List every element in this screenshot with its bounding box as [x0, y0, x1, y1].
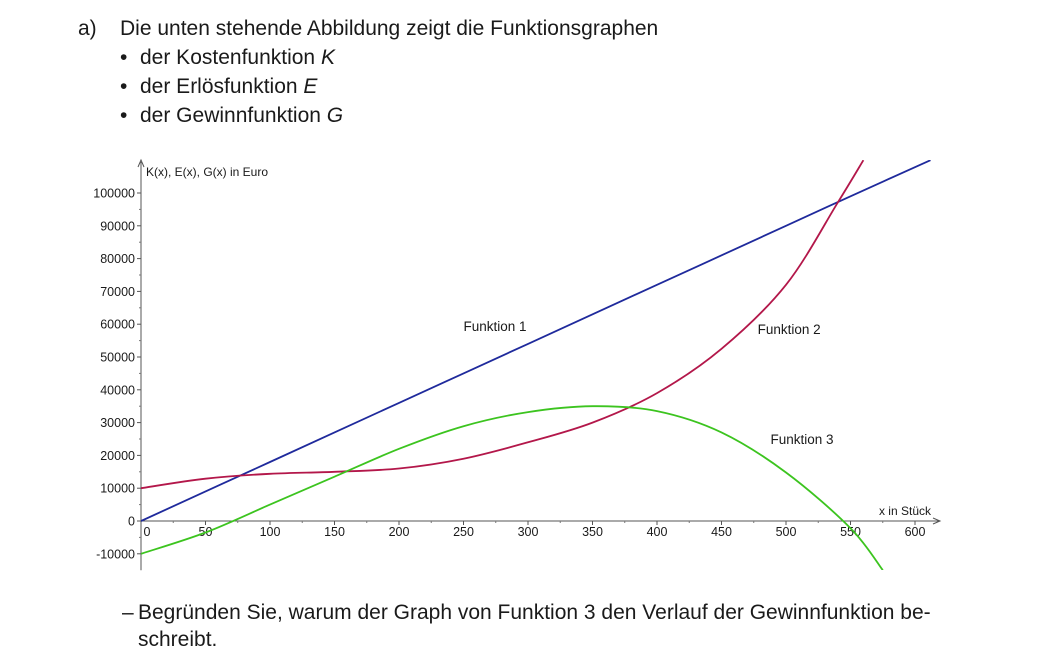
question-text: Begründen Sie, warum der Graph von Funkt… — [138, 601, 931, 651]
funktion-2-line — [141, 160, 865, 490]
x-tick-label: 350 — [582, 525, 603, 539]
x-tick-label: 400 — [647, 525, 668, 539]
bullet-icon: • — [120, 75, 128, 98]
y-tick-label: 80000 — [100, 252, 135, 266]
y-tick-label: 20000 — [100, 449, 135, 463]
bullet-symbol: K — [320, 46, 335, 69]
task-label: a) — [78, 17, 97, 40]
x-tick-label: 500 — [776, 525, 797, 539]
y-tick-label: 0 — [128, 515, 135, 529]
bullet-symbol: E — [303, 75, 318, 98]
question-dash: – — [122, 601, 134, 624]
y-tick-label: 10000 — [100, 482, 135, 496]
function-list: • der Kostenfunktion K • der Erlösfunktion… — [120, 43, 343, 130]
x-axis-label: x in Stück — [879, 504, 932, 518]
x-tick-label: 200 — [389, 525, 410, 539]
x-tick-label: 550 — [840, 525, 861, 539]
x-tick-label: 100 — [260, 525, 281, 539]
y-axis-arrow-icon — [137, 158, 145, 168]
list-item: • der Kostenfunktion K — [120, 43, 343, 72]
bullet-symbol: G — [326, 104, 344, 127]
funktion-1-label: Funktion 1 — [464, 319, 527, 334]
x-tick-label: 150 — [324, 525, 345, 539]
y-tick-label: 60000 — [100, 318, 135, 332]
bullet-text: der Gewinnfunktion — [140, 104, 327, 127]
x-tick-label: 250 — [453, 525, 474, 539]
x-tick-label: 0 — [144, 525, 151, 539]
x-axis-arrow-icon — [932, 517, 942, 525]
y-tick-label: 90000 — [100, 219, 135, 233]
y-tick-label: 40000 — [100, 383, 135, 397]
bullet-icon: • — [120, 46, 128, 69]
y-tick-label: 70000 — [100, 285, 135, 299]
funktion-2-label: Funktion 2 — [758, 322, 821, 337]
bullet-text: der Kostenfunktion — [140, 46, 321, 69]
x-tick-label: 600 — [905, 525, 926, 539]
funktion-1-line — [141, 160, 931, 522]
bullet-icon: • — [120, 104, 128, 127]
question: – Begründen Sie, warum der Graph von Fun… — [122, 599, 992, 653]
list-item: • der Erlösfunktion E — [120, 72, 343, 101]
list-item: • der Gewinnfunktion G — [120, 101, 343, 130]
x-tick-label: 450 — [711, 525, 732, 539]
y-tick-label: 30000 — [100, 416, 135, 430]
y-tick-label: 100000 — [93, 187, 135, 201]
y-tick-label: -10000 — [96, 547, 135, 561]
y-axis-label: K(x), E(x), G(x) in Euro — [146, 165, 268, 179]
y-tick-label: 50000 — [100, 351, 135, 365]
x-tick-label: 300 — [518, 525, 539, 539]
funktion-3-line — [141, 405, 884, 570]
task-intro: Die unten stehende Abbildung zeigt die F… — [120, 17, 659, 40]
funktion-3-label: Funktion 3 — [771, 432, 834, 447]
bullet-text: der Erlösfunktion — [140, 75, 304, 98]
